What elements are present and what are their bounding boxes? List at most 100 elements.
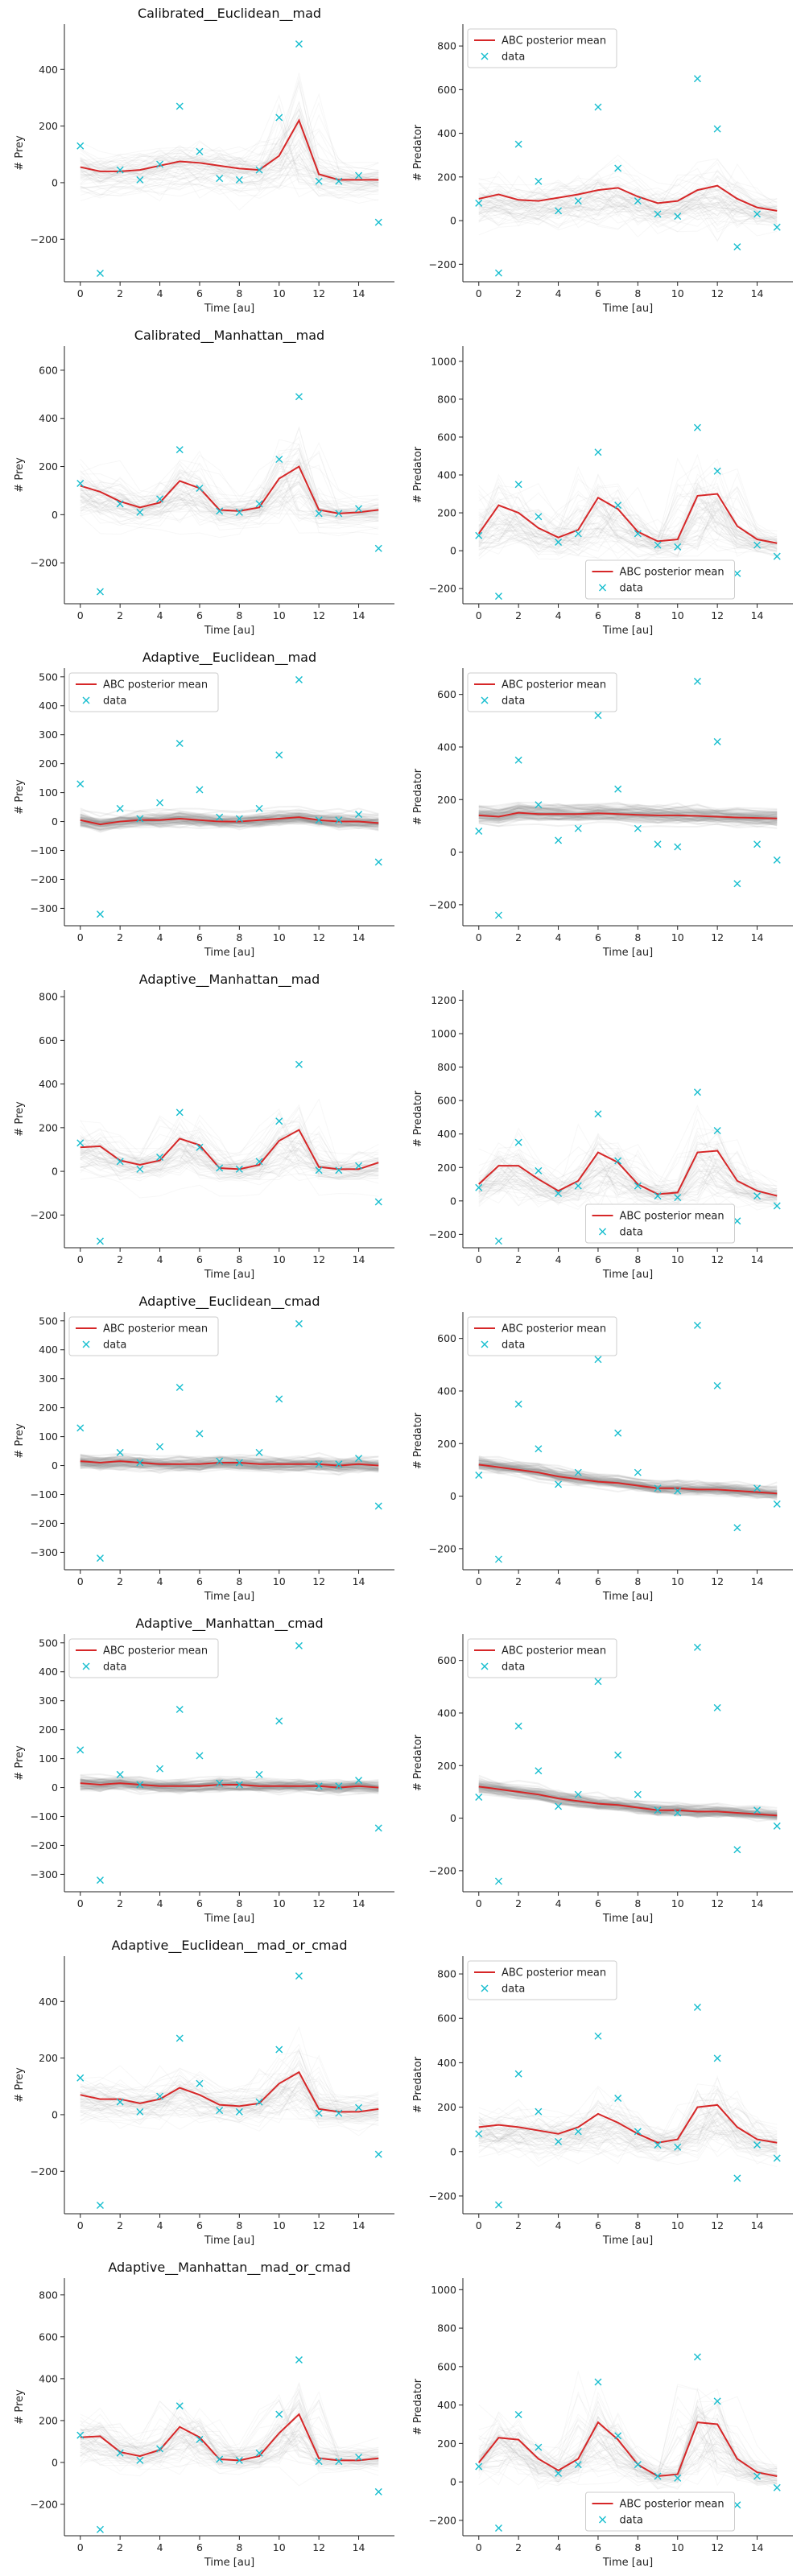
data-point (216, 1457, 224, 1465)
posterior-sample-line (478, 1130, 778, 1195)
legend-box (68, 1316, 219, 1356)
x-tick-label: 6 (196, 1253, 203, 1265)
y-tick-label: 200 (39, 1724, 58, 1736)
posterior-sample-line (478, 814, 778, 824)
legend: ABC posterior mean data (467, 1316, 617, 1356)
posterior-sample-line (478, 807, 778, 818)
posterior-sample-line (80, 72, 379, 171)
data-point (634, 530, 642, 538)
x-tick-label: 12 (312, 609, 325, 621)
data-point (574, 2461, 582, 2469)
posterior-sample-line (80, 1130, 379, 1181)
posterior-sample-line (478, 1783, 778, 1818)
data-point (255, 1448, 263, 1456)
posterior-sample-line (478, 1168, 778, 1199)
data-point (136, 175, 144, 184)
posterior-sample-line (80, 2428, 379, 2469)
data-point (96, 2201, 104, 2209)
data-point (196, 1752, 204, 1760)
y-tick-label: 0 (450, 215, 456, 227)
legend-box (585, 559, 735, 600)
posterior-sample-line (80, 2049, 379, 2113)
posterior-mean-line (478, 811, 778, 819)
data-point (235, 175, 243, 184)
chart-panel: 0 2 4 6 8 10 12 14 −200 0 200 400 600 Time [au] # Pred… (412, 1634, 793, 1925)
x-tick-label: 6 (196, 2219, 203, 2231)
posterior-sample-line (478, 803, 778, 815)
posterior-sample-line (478, 503, 778, 560)
posterior-sample-line (80, 125, 379, 181)
posterior-sample-line (80, 122, 379, 178)
posterior-sample-line (478, 2448, 778, 2486)
chart-panel: 0 2 4 6 8 10 12 14 −200 0 200 400 600 800 Time [au] # P… (412, 24, 793, 315)
x-tick-label: 14 (751, 931, 764, 943)
posterior-sample-line (478, 1166, 778, 1205)
x-tick-label: 2 (117, 287, 123, 299)
x-tick-label: 4 (555, 1897, 562, 1909)
data-point (335, 510, 343, 518)
legend-data-swatch (82, 1662, 90, 1670)
y-axis-label: # Prey (14, 1745, 26, 1781)
x-tick-label: 2 (515, 287, 522, 299)
posterior-sample-line (80, 138, 379, 184)
posterior-sample-line (478, 804, 778, 814)
posterior-sample-line (478, 486, 778, 553)
data-point (535, 513, 543, 521)
posterior-sample-line (80, 2086, 379, 2124)
posterior-sample-line (478, 1181, 778, 1202)
posterior-mean-line (478, 1785, 778, 1817)
posterior-sample-line (80, 1774, 379, 1786)
posterior-sample-line (478, 190, 778, 215)
data-point (255, 500, 263, 508)
posterior-sample-line (80, 439, 379, 512)
posterior-sample-line (80, 2107, 379, 2132)
y-tick-label: −200 (429, 1542, 456, 1554)
posterior-sample-line (478, 1472, 778, 1500)
posterior-sample-line (80, 481, 379, 518)
data-point (335, 2109, 343, 2117)
posterior-sample-line (478, 1151, 778, 1199)
data-point (156, 1765, 164, 1773)
data-point (594, 712, 602, 720)
data-point (594, 1678, 602, 1686)
legend: ABC posterior mean data (585, 2491, 735, 2532)
chart-title: Adaptive__Manhattan__mad_or_cmad (108, 2260, 350, 2276)
data-point (753, 2472, 762, 2480)
posterior-sample-line (478, 2090, 778, 2147)
x-tick-label: 2 (117, 1253, 123, 1265)
posterior-sample-line (80, 104, 379, 188)
posterior-sample-line (80, 1785, 379, 1795)
x-tick-label: 6 (196, 1897, 203, 1909)
y-tick-label: 600 (437, 688, 456, 700)
posterior-sample-line (478, 803, 778, 816)
posterior-sample-line (80, 2414, 379, 2467)
x-axis-label: Time [au] (602, 625, 653, 637)
x-tick-label: 10 (671, 931, 684, 943)
posterior-sample-line (80, 2075, 379, 2120)
posterior-sample-line (80, 2423, 379, 2462)
posterior-sample-line (80, 811, 379, 823)
data-point (374, 1198, 382, 1206)
posterior-sample-line (478, 1153, 778, 1202)
posterior-sample-line (478, 465, 778, 541)
x-tick-label: 8 (236, 1253, 242, 1265)
posterior-sample-line (478, 2439, 778, 2490)
posterior-sample-line (80, 122, 379, 192)
posterior-sample-line (80, 822, 379, 833)
posterior-sample-line (478, 1133, 778, 1205)
x-tick-label: 12 (312, 287, 325, 299)
y-tick-label: 200 (39, 2414, 58, 2426)
plot-area (475, 423, 781, 601)
data-point (753, 840, 762, 848)
legend-data-label: data (502, 1662, 525, 1674)
data-point (116, 804, 124, 812)
posterior-sample-line (478, 2413, 778, 2481)
legend-mean-label: ABC posterior mean (103, 1645, 208, 1657)
x-tick-label: 14 (751, 1897, 764, 1909)
y-tick-label: 400 (437, 1707, 456, 1719)
posterior-sample-line (478, 187, 778, 223)
data-point (216, 813, 224, 821)
posterior-sample-line (478, 2122, 778, 2157)
posterior-sample-line (80, 2076, 379, 2123)
y-axis-label: # Prey (14, 135, 26, 171)
